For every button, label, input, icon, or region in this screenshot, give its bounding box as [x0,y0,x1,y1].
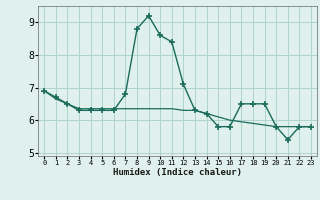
X-axis label: Humidex (Indice chaleur): Humidex (Indice chaleur) [113,168,242,177]
